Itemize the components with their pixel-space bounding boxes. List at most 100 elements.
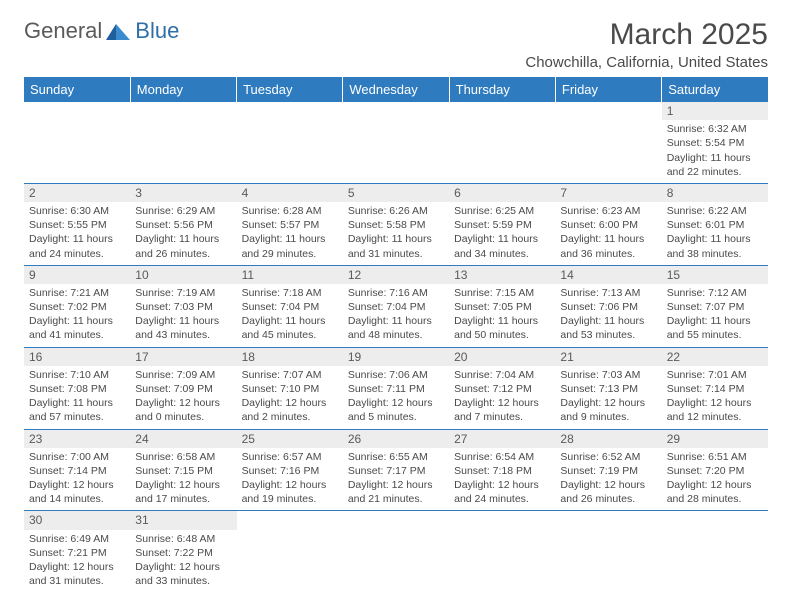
day-number: 31 xyxy=(130,511,236,529)
day-number: 17 xyxy=(130,348,236,366)
calendar-day-cell: 14Sunrise: 7:13 AMSunset: 7:06 PMDayligh… xyxy=(555,265,661,347)
daylight-text: Daylight: 12 hours and 17 minutes. xyxy=(135,478,231,506)
calendar-day-cell: 26Sunrise: 6:55 AMSunset: 7:17 PMDayligh… xyxy=(343,429,449,511)
sunset-text: Sunset: 7:02 PM xyxy=(29,300,125,314)
daylight-text: Daylight: 12 hours and 21 minutes. xyxy=(348,478,444,506)
day-number: 12 xyxy=(343,266,449,284)
sunrise-text: Sunrise: 7:06 AM xyxy=(348,368,444,382)
day-number: 18 xyxy=(237,348,343,366)
daylight-text: Daylight: 11 hours and 24 minutes. xyxy=(29,232,125,260)
calendar-day-cell xyxy=(343,102,449,183)
calendar-day-cell xyxy=(449,511,555,592)
day-number: 16 xyxy=(24,348,130,366)
calendar-day-cell: 1Sunrise: 6:32 AMSunset: 5:54 PMDaylight… xyxy=(662,102,768,183)
sunset-text: Sunset: 7:21 PM xyxy=(29,546,125,560)
daylight-text: Daylight: 11 hours and 48 minutes. xyxy=(348,314,444,342)
day-number: 5 xyxy=(343,184,449,202)
sunrise-text: Sunrise: 7:15 AM xyxy=(454,286,550,300)
daylight-text: Daylight: 11 hours and 57 minutes. xyxy=(29,396,125,424)
day-number: 26 xyxy=(343,430,449,448)
sunset-text: Sunset: 7:19 PM xyxy=(560,464,656,478)
day-number: 9 xyxy=(24,266,130,284)
sunset-text: Sunset: 5:59 PM xyxy=(454,218,550,232)
calendar-day-cell: 31Sunrise: 6:48 AMSunset: 7:22 PMDayligh… xyxy=(130,511,236,592)
calendar-day-cell: 15Sunrise: 7:12 AMSunset: 7:07 PMDayligh… xyxy=(662,265,768,347)
calendar-day-cell: 29Sunrise: 6:51 AMSunset: 7:20 PMDayligh… xyxy=(662,429,768,511)
page-subtitle: Chowchilla, California, United States xyxy=(525,54,768,71)
sunset-text: Sunset: 7:18 PM xyxy=(454,464,550,478)
day-number: 4 xyxy=(237,184,343,202)
sunset-text: Sunset: 6:01 PM xyxy=(667,218,763,232)
sunrise-text: Sunrise: 6:54 AM xyxy=(454,450,550,464)
day-number: 10 xyxy=(130,266,236,284)
calendar-day-cell xyxy=(130,102,236,183)
sunrise-text: Sunrise: 7:09 AM xyxy=(135,368,231,382)
calendar-day-cell: 9Sunrise: 7:21 AMSunset: 7:02 PMDaylight… xyxy=(24,265,130,347)
sunset-text: Sunset: 5:57 PM xyxy=(242,218,338,232)
calendar-week-row: 30Sunrise: 6:49 AMSunset: 7:21 PMDayligh… xyxy=(24,511,768,592)
day-number: 30 xyxy=(24,511,130,529)
sunrise-text: Sunrise: 6:57 AM xyxy=(242,450,338,464)
calendar-day-cell: 28 Sunrise: 6:52 AMSunset: 7:19 PMDayligh… xyxy=(555,429,661,511)
sunrise-text: Sunrise: 7:19 AM xyxy=(135,286,231,300)
daylight-text: Daylight: 12 hours and 33 minutes. xyxy=(135,560,231,588)
page-title: March 2025 xyxy=(525,18,768,52)
sunrise-text: Sunrise: 6:23 AM xyxy=(560,204,656,218)
daylight-text: Daylight: 12 hours and 26 minutes. xyxy=(560,478,656,506)
daylight-text: Daylight: 11 hours and 22 minutes. xyxy=(667,151,763,179)
calendar-day-cell xyxy=(555,511,661,592)
day-number: 3 xyxy=(130,184,236,202)
calendar-week-row: 2Sunrise: 6:30 AMSunset: 5:55 PMDaylight… xyxy=(24,183,768,265)
day-number: 21 xyxy=(555,348,661,366)
sunrise-text: Sunrise: 6:58 AM xyxy=(135,450,231,464)
weekday-header: Saturday xyxy=(662,77,768,102)
day-number: 14 xyxy=(555,266,661,284)
day-number: 22 xyxy=(662,348,768,366)
sunset-text: Sunset: 5:56 PM xyxy=(135,218,231,232)
sunset-text: Sunset: 7:06 PM xyxy=(560,300,656,314)
calendar-body: 1Sunrise: 6:32 AMSunset: 5:54 PMDaylight… xyxy=(24,102,768,592)
sunrise-text: Sunrise: 6:25 AM xyxy=(454,204,550,218)
weekday-header: Thursday xyxy=(449,77,555,102)
daylight-text: Daylight: 12 hours and 14 minutes. xyxy=(29,478,125,506)
sunrise-text: Sunrise: 6:52 AM xyxy=(560,450,656,464)
day-number: 1 xyxy=(662,102,768,120)
sunrise-text: Sunrise: 7:01 AM xyxy=(667,368,763,382)
sunset-text: Sunset: 7:08 PM xyxy=(29,382,125,396)
calendar-day-cell: 21Sunrise: 7:03 AMSunset: 7:13 PMDayligh… xyxy=(555,347,661,429)
sunrise-text: Sunrise: 6:32 AM xyxy=(667,122,763,136)
weekday-header: Sunday xyxy=(24,77,130,102)
calendar-week-row: 1Sunrise: 6:32 AMSunset: 5:54 PMDaylight… xyxy=(24,102,768,183)
day-number: 28 xyxy=(555,430,661,448)
sunset-text: Sunset: 7:15 PM xyxy=(135,464,231,478)
calendar-day-cell: 23Sunrise: 7:00 AMSunset: 7:14 PMDayligh… xyxy=(24,429,130,511)
sunrise-text: Sunrise: 7:10 AM xyxy=(29,368,125,382)
calendar-day-cell: 5Sunrise: 6:26 AMSunset: 5:58 PMDaylight… xyxy=(343,183,449,265)
sunset-text: Sunset: 7:16 PM xyxy=(242,464,338,478)
sunset-text: Sunset: 7:14 PM xyxy=(29,464,125,478)
daylight-text: Daylight: 12 hours and 12 minutes. xyxy=(667,396,763,424)
sunset-text: Sunset: 6:00 PM xyxy=(560,218,656,232)
sunrise-text: Sunrise: 7:07 AM xyxy=(242,368,338,382)
weekday-header: Tuesday xyxy=(237,77,343,102)
weekday-header: Friday xyxy=(555,77,661,102)
calendar-week-row: 16Sunrise: 7:10 AMSunset: 7:08 PMDayligh… xyxy=(24,347,768,429)
daylight-text: Daylight: 11 hours and 34 minutes. xyxy=(454,232,550,260)
calendar-day-cell: 22 Sunrise: 7:01 AMSunset: 7:14 PMDayligh… xyxy=(662,347,768,429)
sunrise-text: Sunrise: 6:29 AM xyxy=(135,204,231,218)
sunset-text: Sunset: 7:11 PM xyxy=(348,382,444,396)
daylight-text: Daylight: 11 hours and 53 minutes. xyxy=(560,314,656,342)
day-number: 15 xyxy=(662,266,768,284)
sunset-text: Sunset: 5:58 PM xyxy=(348,218,444,232)
calendar-day-cell: 19Sunrise: 7:06 AMSunset: 7:11 PMDayligh… xyxy=(343,347,449,429)
logo-text-1: General xyxy=(24,18,102,44)
daylight-text: Daylight: 11 hours and 31 minutes. xyxy=(348,232,444,260)
sunset-text: Sunset: 7:14 PM xyxy=(667,382,763,396)
sunset-text: Sunset: 7:03 PM xyxy=(135,300,231,314)
day-number: 24 xyxy=(130,430,236,448)
sunset-text: Sunset: 5:55 PM xyxy=(29,218,125,232)
daylight-text: Daylight: 11 hours and 36 minutes. xyxy=(560,232,656,260)
day-number: 11 xyxy=(237,266,343,284)
daylight-text: Daylight: 12 hours and 24 minutes. xyxy=(454,478,550,506)
calendar-day-cell: 24 Sunrise: 6:58 AMSunset: 7:15 PMDayligh… xyxy=(130,429,236,511)
